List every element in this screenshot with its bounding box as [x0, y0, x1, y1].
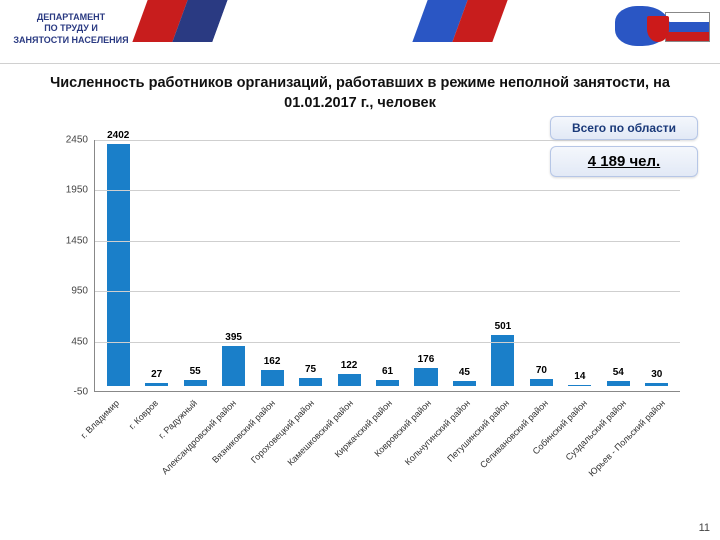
- bar-slot: 27: [137, 140, 175, 391]
- bar: 55: [184, 380, 207, 386]
- grid-line: [95, 241, 680, 242]
- bar-value-label: 54: [613, 367, 624, 378]
- grid-line: [95, 342, 680, 343]
- y-tick-label: -50: [50, 387, 88, 398]
- bar-slot: 501: [484, 140, 522, 391]
- stripe: [212, 0, 427, 42]
- x-tick-label: г. Владимир: [94, 392, 133, 472]
- bar: 75: [299, 378, 322, 386]
- bar-value-label: 162: [264, 356, 281, 367]
- grid-line: [95, 140, 680, 141]
- bar-value-label: 501: [495, 321, 512, 332]
- page-number: 11: [699, 522, 710, 534]
- bar-slot: 2402: [99, 140, 137, 391]
- dept-line1: ДЕПАРТАМЕНТ: [12, 12, 130, 23]
- y-tick-label: 450: [50, 336, 88, 347]
- bar-slot: 122: [330, 140, 368, 391]
- bar-slot: 162: [253, 140, 291, 391]
- bar: 122: [338, 374, 361, 386]
- crest-icon: [647, 16, 669, 42]
- header: ДЕПАРТАМЕНТ ПО ТРУДУ И ЗАНЯТОСТИ НАСЕЛЕН…: [0, 0, 720, 64]
- bar: 501: [491, 335, 514, 386]
- bar: 70: [530, 379, 553, 386]
- department-logo: ДЕПАРТАМЕНТ ПО ТРУДУ И ЗАНЯТОСТИ НАСЕЛЕН…: [12, 12, 130, 46]
- x-labels: г. Владимирг. Ковровг. РадужныйАлександр…: [94, 392, 680, 472]
- bar-slot: 70: [522, 140, 560, 391]
- bar-slot: 55: [176, 140, 214, 391]
- bar: 61: [376, 380, 399, 386]
- bar: 30: [645, 383, 668, 386]
- bar: 54: [607, 381, 630, 386]
- bar-value-label: 14: [574, 371, 585, 382]
- bar: 2402: [107, 144, 130, 386]
- bar-value-label: 70: [536, 365, 547, 376]
- bar-value-label: 55: [190, 366, 201, 377]
- plot-area: 2402 27 55 395 162 75 122 61 176 45 501 70 14 54 30: [94, 140, 680, 392]
- bars-container: 2402 27 55 395 162 75 122 61 176 45 501 70 14 54 30: [95, 140, 680, 391]
- bar: 176: [414, 368, 437, 386]
- y-tick-label: 2450: [50, 135, 88, 146]
- header-stripes: [140, 0, 560, 42]
- region-emblem: [615, 2, 710, 60]
- dept-line3: ЗАНЯТОСТИ НАСЕЛЕНИЯ: [12, 35, 130, 46]
- bar-value-label: 30: [651, 369, 662, 380]
- bar-slot: 176: [407, 140, 445, 391]
- chart-title: Численность работников организаций, рабо…: [24, 74, 696, 113]
- bar-slot: 61: [368, 140, 406, 391]
- bar-slot: 54: [599, 140, 637, 391]
- bar-slot: 395: [214, 140, 252, 391]
- x-tick-label: Юрьев - Польский район: [641, 392, 680, 472]
- y-tick-label: 1450: [50, 235, 88, 246]
- bar: 14: [568, 385, 591, 386]
- bar: 27: [145, 383, 168, 386]
- grid-line: [95, 190, 680, 191]
- y-tick-label: 1950: [50, 185, 88, 196]
- bar-value-label: 45: [459, 367, 470, 378]
- bar-slot: 75: [291, 140, 329, 391]
- bar-slot: 45: [445, 140, 483, 391]
- flag-icon: [665, 12, 710, 42]
- bar-value-label: 27: [151, 369, 162, 380]
- bar-value-label: 75: [305, 364, 316, 375]
- bar: 45: [453, 381, 476, 386]
- bar-slot: 14: [561, 140, 599, 391]
- bar-value-label: 61: [382, 366, 393, 377]
- total-label: Всего по области: [550, 116, 698, 140]
- bar-value-label: 122: [341, 360, 358, 371]
- grid-line: [95, 291, 680, 292]
- bar: 162: [261, 370, 284, 386]
- bar-slot: 30: [638, 140, 676, 391]
- bar-chart: 2402275539516275122611764550170145430 г.…: [50, 140, 680, 440]
- dept-line2: ПО ТРУДУ И: [12, 23, 130, 34]
- bar: 395: [222, 346, 245, 386]
- y-tick-label: 950: [50, 286, 88, 297]
- bar-value-label: 176: [418, 354, 435, 365]
